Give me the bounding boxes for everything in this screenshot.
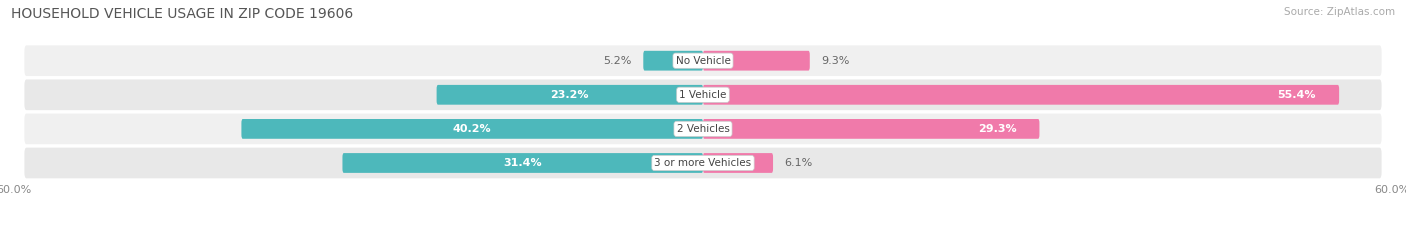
Text: 1 Vehicle: 1 Vehicle bbox=[679, 90, 727, 100]
Text: 55.4%: 55.4% bbox=[1278, 90, 1316, 100]
Text: HOUSEHOLD VEHICLE USAGE IN ZIP CODE 19606: HOUSEHOLD VEHICLE USAGE IN ZIP CODE 1960… bbox=[11, 7, 353, 21]
Text: 5.2%: 5.2% bbox=[603, 56, 631, 66]
FancyBboxPatch shape bbox=[703, 51, 810, 71]
FancyBboxPatch shape bbox=[24, 45, 1382, 76]
FancyBboxPatch shape bbox=[24, 148, 1382, 178]
FancyBboxPatch shape bbox=[343, 153, 703, 173]
Text: 29.3%: 29.3% bbox=[977, 124, 1017, 134]
Text: 9.3%: 9.3% bbox=[821, 56, 849, 66]
FancyBboxPatch shape bbox=[24, 113, 1382, 144]
Text: 2 Vehicles: 2 Vehicles bbox=[676, 124, 730, 134]
FancyBboxPatch shape bbox=[703, 119, 1039, 139]
FancyBboxPatch shape bbox=[242, 119, 703, 139]
Text: No Vehicle: No Vehicle bbox=[675, 56, 731, 66]
Text: 3 or more Vehicles: 3 or more Vehicles bbox=[654, 158, 752, 168]
Text: 6.1%: 6.1% bbox=[785, 158, 813, 168]
Text: 23.2%: 23.2% bbox=[551, 90, 589, 100]
FancyBboxPatch shape bbox=[703, 153, 773, 173]
FancyBboxPatch shape bbox=[644, 51, 703, 71]
Text: 31.4%: 31.4% bbox=[503, 158, 543, 168]
FancyBboxPatch shape bbox=[24, 79, 1382, 110]
Text: 40.2%: 40.2% bbox=[453, 124, 492, 134]
Legend: Owner-occupied, Renter-occupied: Owner-occupied, Renter-occupied bbox=[583, 230, 823, 233]
FancyBboxPatch shape bbox=[703, 85, 1339, 105]
FancyBboxPatch shape bbox=[437, 85, 703, 105]
Text: Source: ZipAtlas.com: Source: ZipAtlas.com bbox=[1284, 7, 1395, 17]
